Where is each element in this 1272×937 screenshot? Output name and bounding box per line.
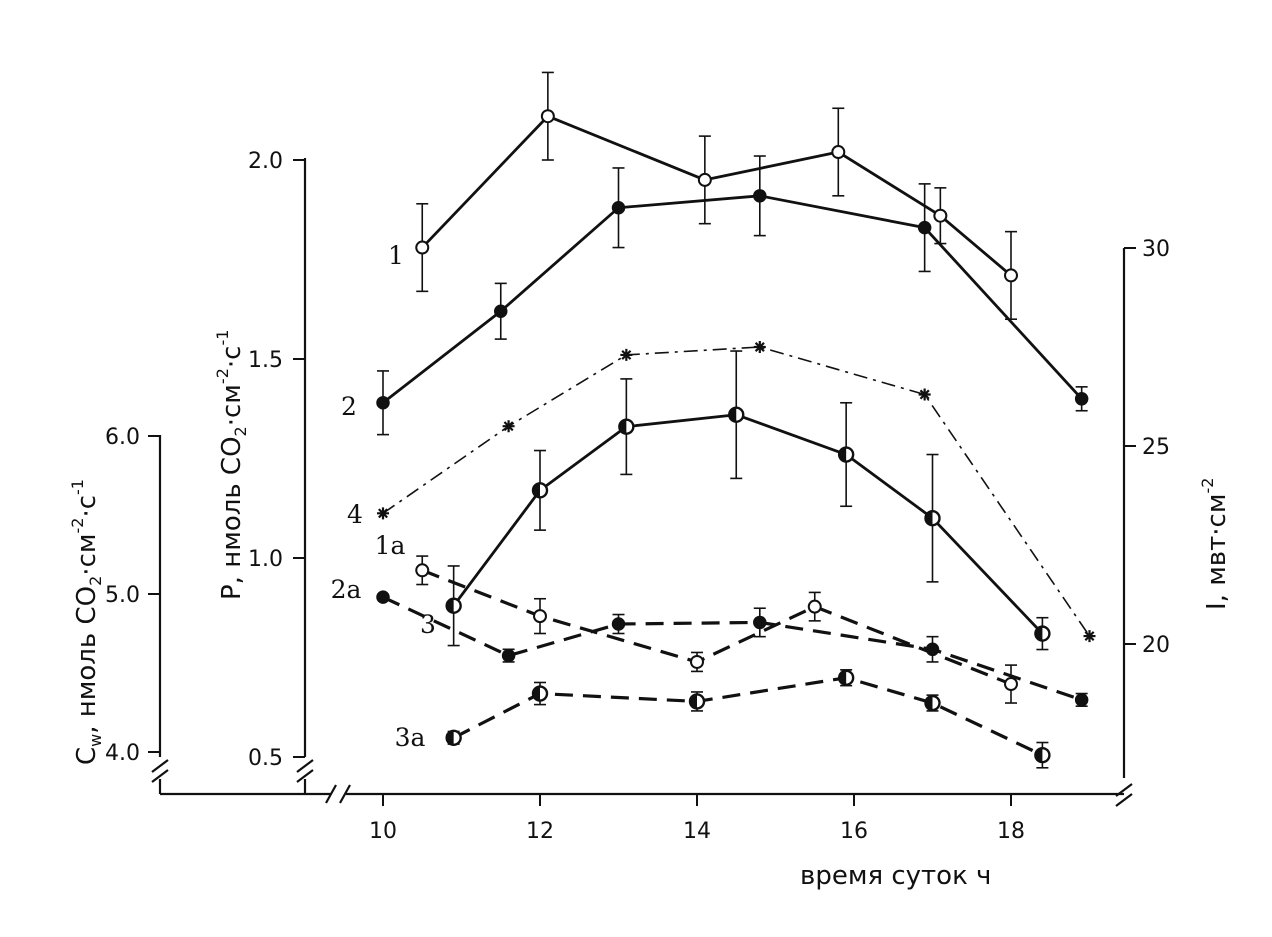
p-tick-label: 0.5	[248, 746, 283, 771]
point-half-fill	[1035, 748, 1043, 763]
series-2: 2	[341, 155, 1089, 436]
x-axis-label: время суток ч	[800, 861, 991, 891]
point-open	[697, 172, 712, 187]
x-tick-label: 18	[997, 819, 1025, 844]
point-filled	[376, 590, 390, 604]
cw-tick-label: 5.0	[105, 583, 140, 608]
i-tick-label: 25	[1142, 435, 1170, 460]
point-star	[1083, 630, 1096, 643]
point-open	[807, 599, 822, 614]
series-1a: 1a	[375, 531, 1018, 704]
point-star	[502, 420, 515, 433]
point-star	[620, 348, 633, 361]
point-filled	[753, 189, 767, 203]
point-half-fill	[533, 483, 540, 498]
x-tick-label: 14	[683, 819, 711, 844]
point-half-fill	[446, 598, 454, 613]
point-open	[1004, 677, 1018, 692]
cw-tick-label: 4.0	[105, 741, 140, 766]
point-half-fill	[729, 407, 737, 422]
point-filled	[376, 396, 390, 410]
p-tick-label: 1.0	[248, 547, 283, 572]
point-half-fill	[925, 511, 933, 526]
cw-axis-label: Cw, нмоль CO2·см-2·с-1	[68, 479, 105, 765]
point-open	[415, 240, 430, 255]
point-filled	[1074, 693, 1089, 707]
point-filled	[611, 617, 626, 631]
x-tick-label: 12	[526, 819, 554, 844]
axes	[151, 158, 1133, 807]
series-label-2: 2	[341, 392, 357, 421]
point-filled	[494, 304, 508, 318]
point-half-fill	[533, 686, 540, 701]
p-tick-label: 1.5	[248, 348, 283, 373]
p-axis-break-mark	[296, 759, 314, 783]
series-2a: 2a	[331, 575, 1089, 707]
point-filled	[753, 615, 767, 630]
point-open	[1004, 268, 1018, 283]
series-label-1a: 1a	[375, 531, 406, 560]
cw-axis-break-mark	[151, 759, 169, 783]
series-line-2	[382, 194, 1083, 404]
point-star	[377, 507, 389, 520]
point-filled	[917, 220, 932, 235]
series-line-1a	[421, 568, 1012, 686]
series-line-1	[421, 114, 1012, 277]
point-star	[753, 341, 766, 353]
point-half-fill	[925, 696, 933, 711]
series-label-3a: 3a	[395, 723, 426, 752]
point-filled	[501, 648, 516, 663]
point-open	[540, 109, 555, 124]
point-open	[933, 208, 948, 223]
series-3a: 3a	[395, 669, 1051, 769]
x-tick-label: 16	[840, 819, 868, 844]
i-tick-label: 20	[1142, 633, 1170, 658]
point-open	[831, 145, 846, 160]
series-1: 1	[388, 71, 1018, 321]
i-axis-label: I, мвт·см-2	[1198, 478, 1232, 610]
series-line-3a	[452, 676, 1044, 757]
i-tick-label: 30	[1142, 237, 1170, 262]
series-4: 4	[347, 341, 1096, 643]
point-filled	[611, 201, 626, 215]
p-axis-label: P, нмоль CO2·см-2·с-1	[213, 330, 250, 600]
point-half-fill	[446, 730, 454, 745]
series-label-2a: 2a	[331, 575, 362, 604]
series-line-3	[452, 413, 1044, 635]
series-3: 3	[420, 350, 1051, 651]
x-axis-break-mark	[325, 784, 351, 804]
point-filled	[1074, 392, 1089, 406]
i-axis-break-mark	[1115, 783, 1133, 807]
cw-tick-label: 6.0	[105, 425, 140, 450]
p-tick-label: 2.0	[248, 149, 283, 174]
x-tick-label: 10	[369, 819, 397, 844]
point-open	[533, 609, 547, 624]
point-half-fill	[1035, 626, 1043, 641]
point-half-fill	[619, 419, 627, 434]
point-half-fill	[839, 447, 847, 462]
series-line-4	[382, 346, 1091, 637]
point-half-fill	[839, 670, 847, 685]
point-half-fill	[690, 694, 697, 709]
point-open	[690, 654, 704, 669]
series-label-1: 1	[388, 241, 404, 270]
series-label-4: 4	[347, 500, 363, 529]
point-filled	[925, 642, 940, 657]
point-star	[918, 388, 931, 401]
point-open	[415, 563, 430, 578]
series-line-2a	[382, 595, 1083, 702]
